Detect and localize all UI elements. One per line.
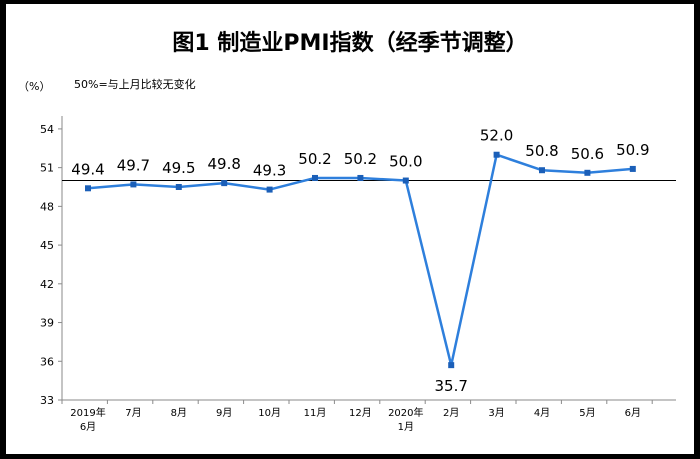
data-point (402, 177, 409, 184)
x-tick-label: 9月 (216, 407, 232, 419)
axes: 54 51 48 45 42 39 36 33 2019年 6月 7月 8月 9月 10月 11月 12月 20… (40, 116, 676, 433)
y-tick-label: 48 (40, 200, 54, 213)
y-tick-label: 51 (40, 162, 54, 175)
series-pmi (85, 151, 636, 369)
y-tick-label: 45 (40, 239, 54, 252)
y-tick-label: 33 (40, 394, 54, 407)
x-tick-label: 3月 (488, 407, 504, 419)
x-tick-label: 6月 (80, 421, 96, 433)
data-point (493, 151, 500, 158)
x-tick-label: 5月 (579, 407, 595, 419)
y-tick-label: 36 (40, 355, 54, 368)
x-tick-label: 8月 (171, 407, 187, 419)
data-point (629, 165, 636, 172)
data-label: 35.7 (434, 377, 467, 395)
data-point (175, 184, 182, 190)
reference-note: 50%=与上月比较无变化 (74, 77, 196, 91)
x-tick-label: 2019年 (70, 406, 105, 419)
y-tick-label: 54 (40, 123, 54, 136)
data-point (130, 181, 137, 188)
data-label: 50.8 (525, 142, 558, 160)
data-point (357, 174, 364, 181)
data-point (539, 167, 545, 174)
x-tick-label: 12月 (349, 407, 372, 419)
data-label: 49.4 (71, 160, 104, 178)
data-label: 49.8 (207, 155, 240, 173)
data-label: 50.0 (389, 153, 422, 171)
y-unit-label: （%） (18, 80, 50, 93)
pmi-line-chart: 图1 制造业PMI指数（经季节调整） （%） 50%=与上月比较无变化 54 51… (18, 30, 676, 433)
y-tick-label: 42 (40, 278, 54, 291)
chart-title: 图1 制造业PMI指数（经季节调整） (172, 30, 527, 56)
x-tick-label: 4月 (534, 407, 550, 419)
data-point (221, 180, 228, 187)
data-label: 52.0 (480, 127, 513, 145)
data-label: 49.3 (253, 162, 286, 180)
x-tick-label: 2020年 (388, 406, 423, 419)
data-label: 50.9 (616, 141, 649, 159)
data-point (266, 186, 273, 193)
data-label: 49.5 (162, 159, 195, 177)
series-line (87, 153, 633, 367)
data-point (312, 174, 318, 181)
data-point (448, 362, 455, 369)
data-point (85, 185, 91, 192)
y-tick-label: 39 (40, 317, 54, 330)
data-label: 50.6 (571, 145, 604, 163)
x-tick-label: 11月 (304, 407, 327, 419)
chart-frame: 图1 制造业PMI指数（经季节调整） （%） 50%=与上月比较无变化 54 51… (6, 4, 694, 454)
x-tick-label: 10月 (258, 407, 281, 419)
x-tick-label: 6月 (625, 407, 641, 419)
x-tick-label: 2月 (443, 407, 459, 419)
x-tick-label: 1月 (398, 421, 414, 433)
data-point (584, 169, 591, 176)
data-label: 50.2 (344, 150, 377, 168)
x-tick-label: 7月 (125, 407, 141, 419)
data-label: 49.7 (117, 156, 150, 174)
data-label: 50.2 (298, 150, 331, 168)
data-labels: 49.4 49.7 49.5 49.8 49.3 50.2 50.2 50.0 35.7 52.0… (71, 127, 649, 395)
